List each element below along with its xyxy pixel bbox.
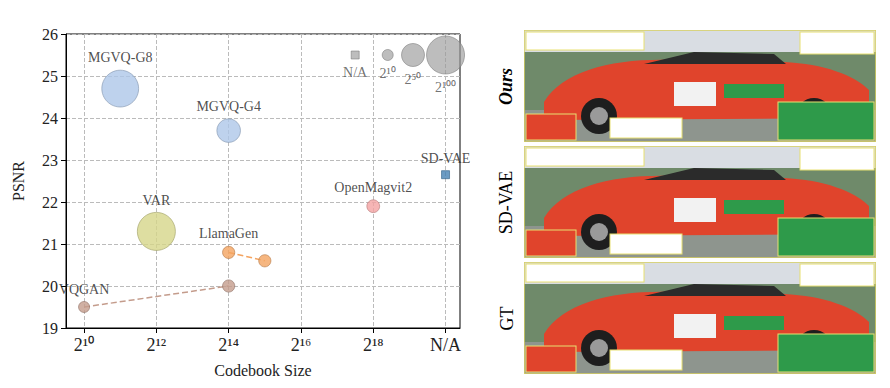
svg-text:LlamaGen: LlamaGen: [199, 226, 258, 241]
svg-text:MGVQ-G4: MGVQ-G4: [196, 99, 261, 114]
svg-text:2¹⁸: 2¹⁸: [363, 335, 384, 355]
svg-text:25: 25: [42, 68, 58, 85]
svg-text:19: 19: [42, 320, 58, 337]
svg-text:Codebook Size: Codebook Size: [214, 362, 311, 379]
svg-text:SD-VAE: SD-VAE: [421, 151, 471, 166]
svg-text:21: 21: [42, 236, 58, 253]
svg-text:2⁵⁰: 2⁵⁰: [405, 72, 422, 87]
svg-text:2¹²: 2¹²: [146, 335, 166, 355]
svg-text:2¹⁰: 2¹⁰: [74, 335, 94, 355]
svg-text:N/A: N/A: [430, 335, 461, 355]
svg-text:26: 26: [42, 26, 58, 43]
svg-text:MGVQ-G8: MGVQ-G8: [88, 50, 153, 65]
html-text:SD-VAE: SD-VAE: [496, 170, 517, 234]
svg-text:2¹⁴: 2¹⁴: [218, 335, 239, 355]
svg-text:2¹⁶: 2¹⁶: [291, 335, 312, 355]
svg-text:2¹⁰: 2¹⁰: [380, 66, 396, 81]
svg-text:22: 22: [42, 194, 58, 211]
html-text:GT: GT: [496, 306, 517, 330]
svg-text:PSNR: PSNR: [10, 161, 27, 201]
svg-text:20: 20: [42, 278, 58, 295]
svg-text:23: 23: [42, 152, 58, 169]
svg-text:N/A: N/A: [343, 65, 368, 80]
svg-text:VAR: VAR: [142, 193, 170, 208]
svg-text:24: 24: [42, 110, 58, 127]
svg-text:OpenMagvit2: OpenMagvit2: [334, 180, 412, 195]
html-text:Ours: Ours: [496, 67, 517, 105]
svg-text:VQGAN: VQGAN: [59, 282, 110, 297]
svg-text:2¹⁰⁰: 2¹⁰⁰: [435, 80, 456, 95]
